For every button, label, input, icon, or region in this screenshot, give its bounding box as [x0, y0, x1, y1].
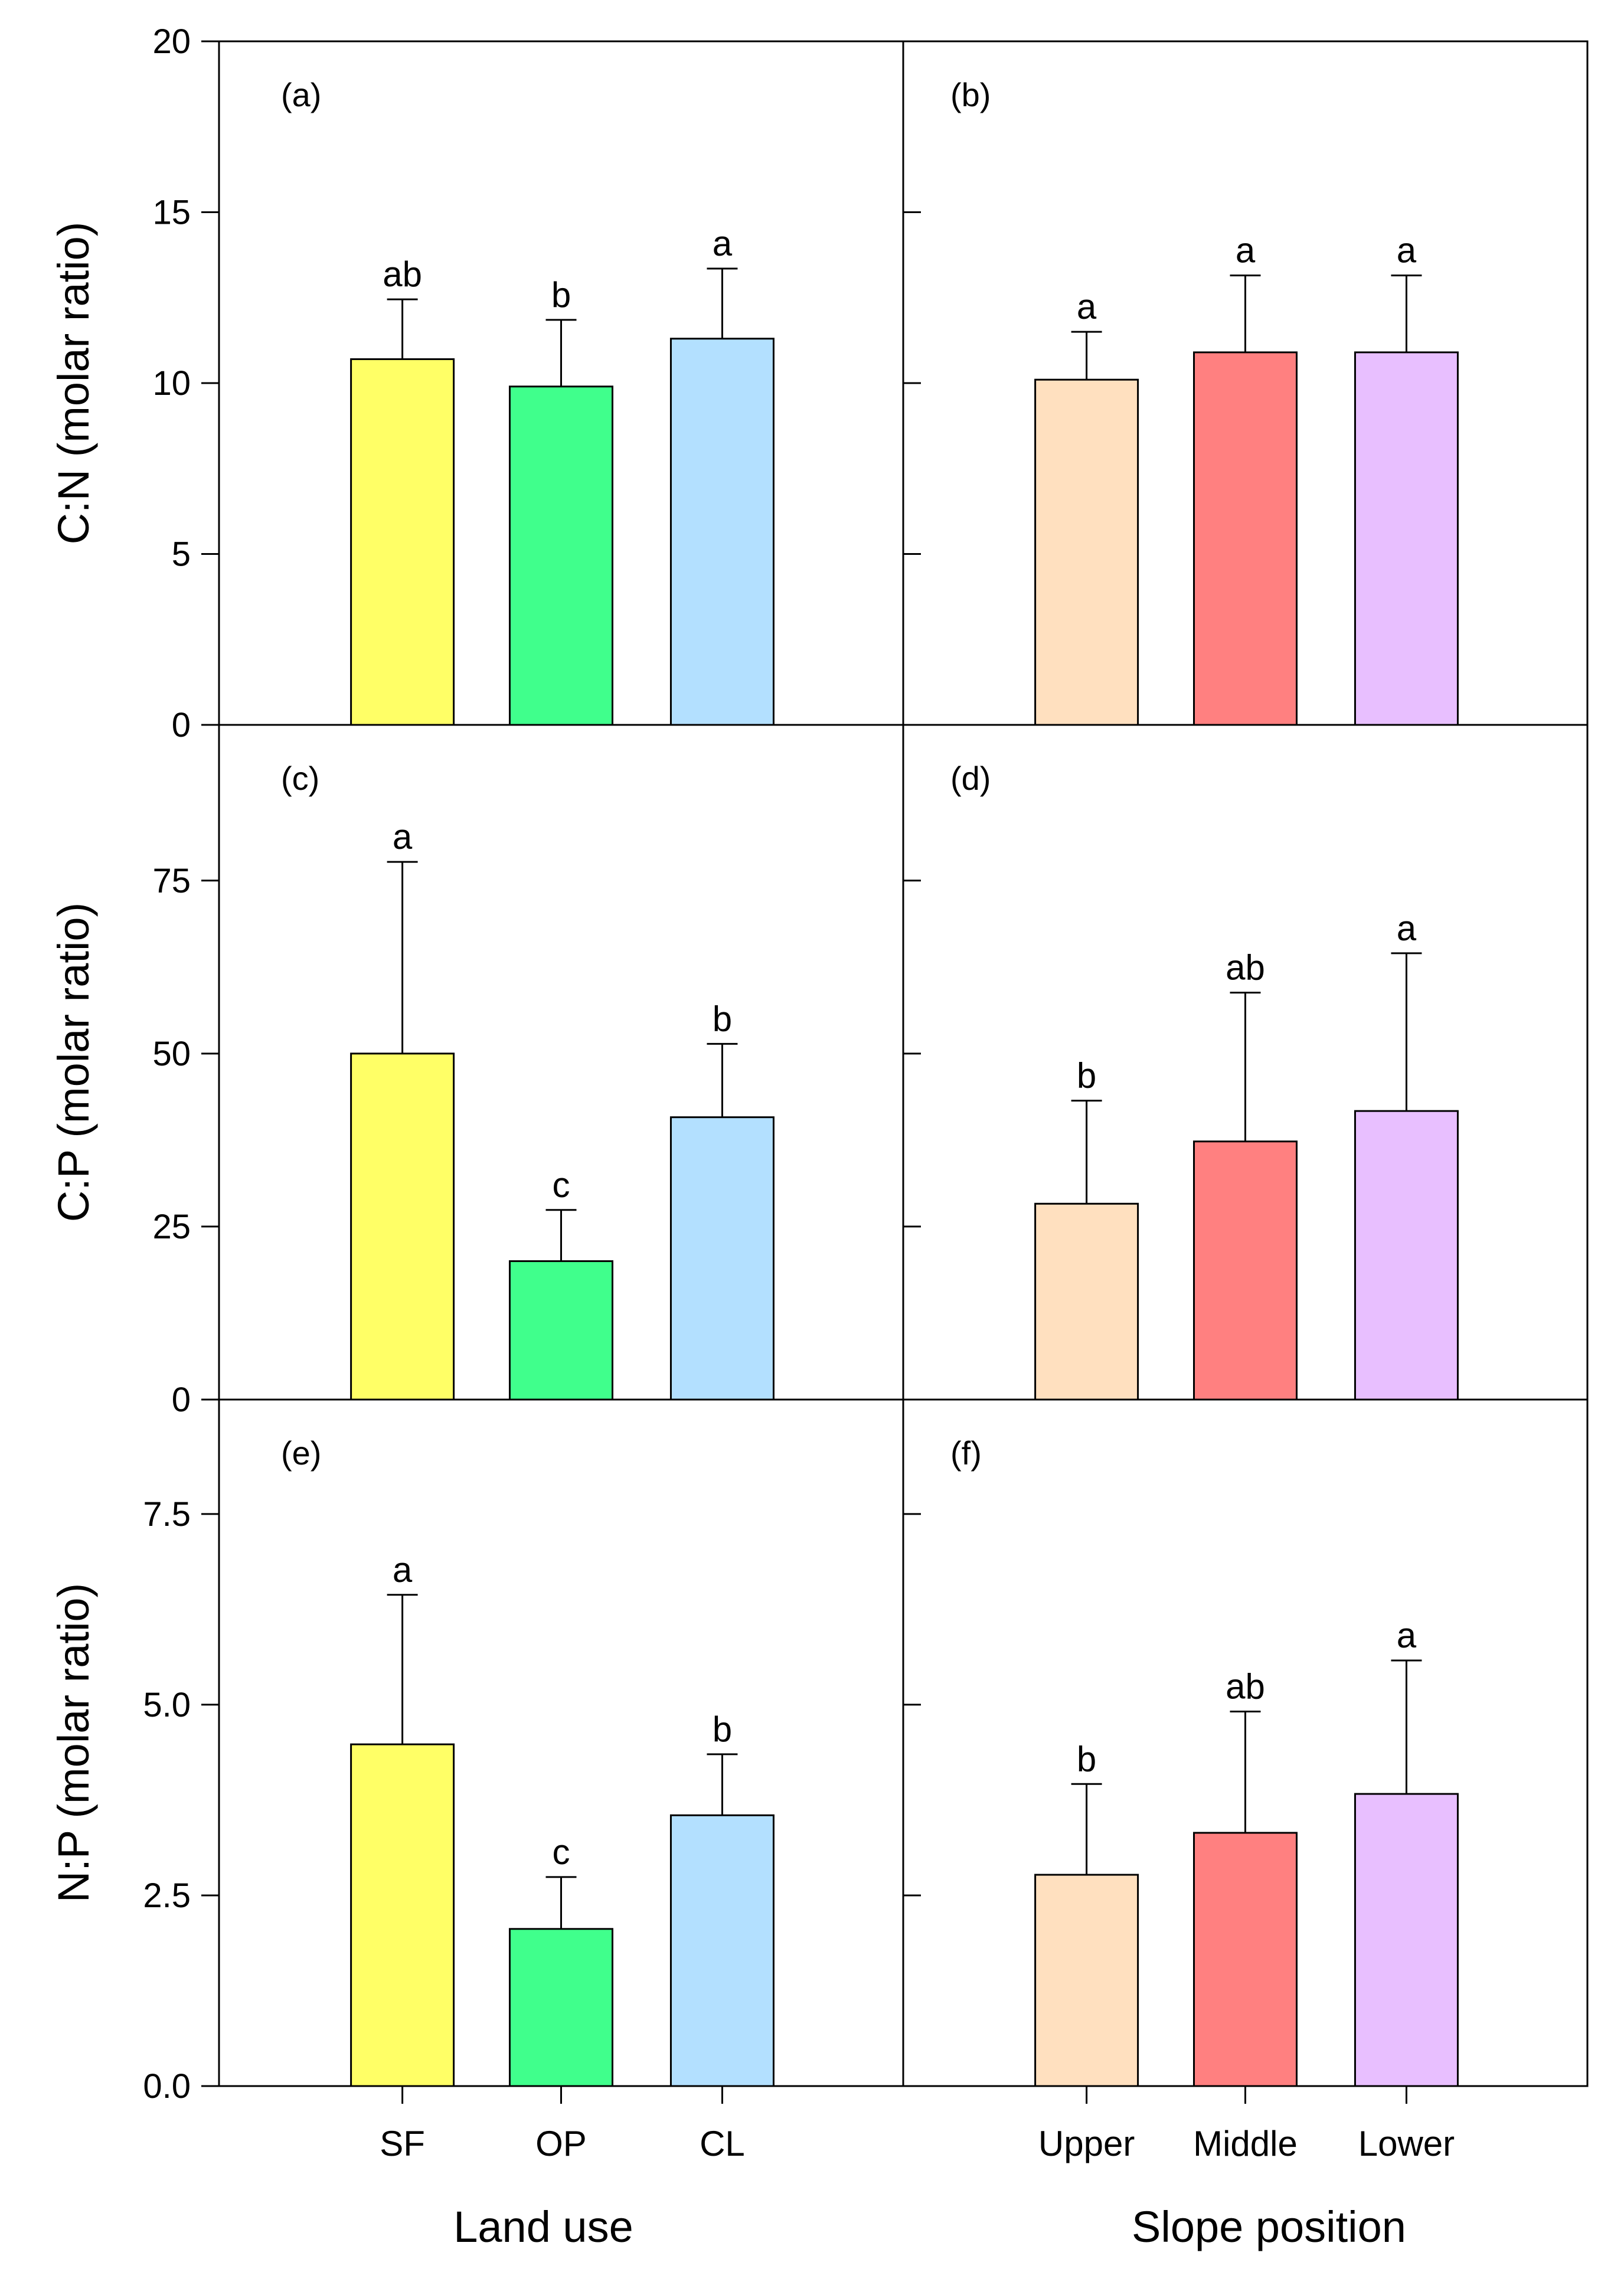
x-tick-label: Lower [1358, 2124, 1455, 2163]
panel-d: (d) b ab a [902, 724, 1589, 1401]
y-tick-label: 20 [152, 22, 191, 61]
x-axis-label: Land use [453, 2202, 633, 2251]
y-tick-label: 5.0 [143, 1686, 191, 1724]
significance-letter: ab [383, 254, 422, 294]
bar-middle [1193, 1832, 1298, 2087]
y-tick-label: 15 [152, 194, 191, 232]
significance-letter: a [1236, 231, 1256, 270]
x-tick-label: Middle [1193, 2124, 1298, 2163]
bar-lower [1354, 1793, 1459, 2087]
significance-letter: b [713, 999, 732, 1038]
y-tick-label: 25 [152, 1208, 191, 1246]
x-axis-label: Slope position [1132, 2202, 1406, 2251]
bar-upper [1034, 1874, 1139, 2087]
bar-op [509, 385, 613, 726]
y-tick-label: 5 [172, 535, 191, 574]
significance-letter: b [551, 275, 571, 315]
bar-cl [669, 1814, 775, 2087]
panel-label: (d) [950, 760, 991, 797]
significance-letter: a [1077, 287, 1097, 326]
significance-letter: a [1397, 1616, 1417, 1655]
x-tick-label: SF [380, 2124, 425, 2163]
bar-op [509, 1260, 613, 1401]
y-axis-label: C:N (molar ratio) [49, 222, 98, 545]
significance-letter: a [393, 817, 413, 857]
bar-middle [1193, 351, 1298, 726]
significance-letter: a [1397, 231, 1417, 270]
bar-cl [669, 338, 775, 726]
panel-label: (b) [950, 76, 991, 113]
significance-letter: b [1077, 1739, 1096, 1779]
significance-letter: a [713, 224, 733, 263]
panel-label: (c) [281, 760, 319, 797]
panel-a: 0 5 10 15 20 C:N (molar ratio) (a) ab b a [49, 22, 904, 744]
significance-letter: b [713, 1709, 732, 1749]
bar-upper [1034, 378, 1139, 726]
bar-op [509, 1928, 613, 2087]
panel-e: 0.0 2.5 5.0 7.5 N:P (molar ratio) (e) a SF c OP b C… [49, 1398, 904, 2251]
y-tick-label: 10 [152, 364, 191, 403]
y-tick-label: 50 [152, 1035, 191, 1073]
x-tick-label: OP [535, 2124, 587, 2163]
significance-letter: b [1077, 1056, 1096, 1096]
bar-sf [350, 358, 455, 726]
panel-c: 0 25 50 75 C:P (molar ratio) (c) a c b [49, 724, 904, 1419]
x-tick-label: Upper [1038, 2124, 1135, 2163]
y-tick-label: 7.5 [143, 1495, 191, 1534]
bar-lower [1354, 351, 1459, 726]
significance-letter: ab [1226, 948, 1265, 988]
significance-letter: c [553, 1165, 570, 1205]
bar-upper [1034, 1202, 1139, 1401]
panel-b: (b) a a a [902, 40, 1589, 726]
y-tick-label: 75 [152, 862, 191, 900]
significance-letter: ab [1226, 1667, 1265, 1707]
y-tick-label: 0 [172, 706, 191, 744]
y-tick-label: 0.0 [143, 2067, 191, 2106]
panel-label: (a) [281, 76, 321, 113]
bar-sf [350, 1052, 455, 1401]
panel-f: (f) b Upper ab Middle a Lower Slope position [902, 1398, 1589, 2251]
bar-lower [1354, 1110, 1459, 1401]
x-tick-label: CL [700, 2124, 745, 2163]
bar-middle [1193, 1140, 1298, 1401]
panel-label: (f) [950, 1434, 982, 1472]
y-tick-label: 0 [172, 1381, 191, 1419]
y-tick-label: 2.5 [143, 1877, 191, 1915]
bar-sf [350, 1743, 455, 2087]
significance-letter: a [1397, 908, 1417, 948]
bar-cl [669, 1116, 775, 1401]
y-axis-label: N:P (molar ratio) [49, 1583, 98, 1902]
significance-letter: a [393, 1550, 413, 1590]
panel-label: (e) [281, 1434, 321, 1472]
y-axis-label: C:P (molar ratio) [49, 903, 98, 1222]
significance-letter: c [553, 1832, 570, 1872]
